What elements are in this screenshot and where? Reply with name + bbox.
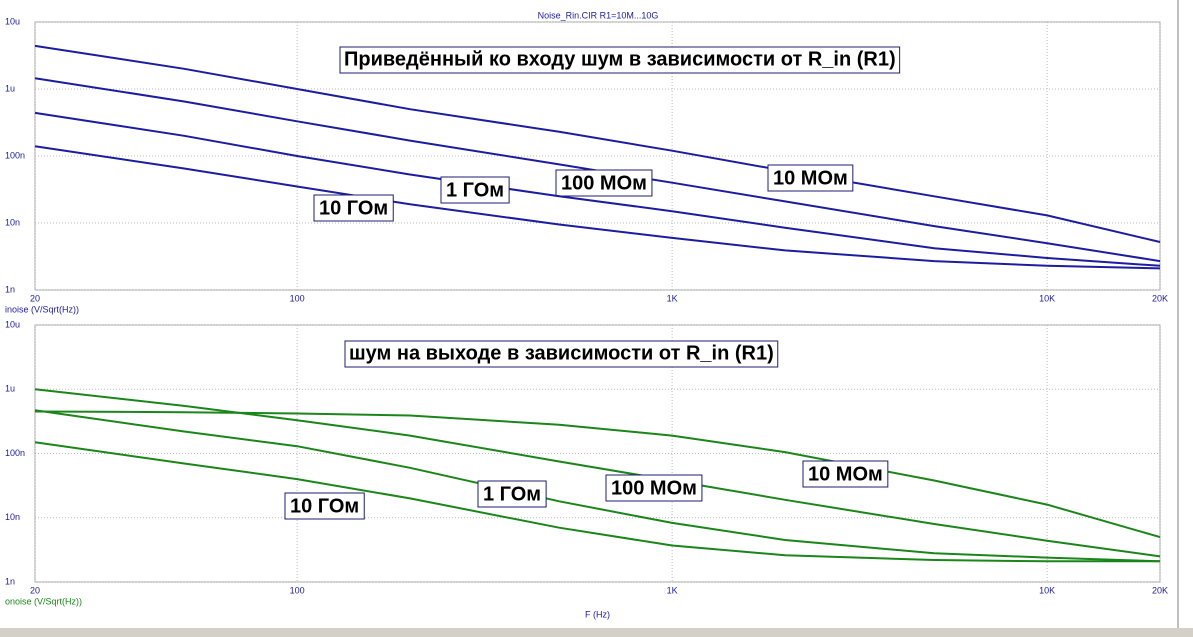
series-label: 1 ГОм [483,483,541,505]
x-tick-label: 100 [290,585,305,595]
y-tick-label: 10n [5,217,20,227]
series-label: 100 МОм [611,477,697,499]
x-tick-label: 100 [290,293,305,303]
series-line [34,145,1161,270]
x-tick-label: 20K [1152,293,1168,303]
series-line [34,111,1161,267]
series-label: 10 ГОм [290,495,359,517]
chart-title-box [339,46,901,74]
x-tick-label: 10K [1039,585,1055,595]
series-label-box [477,480,547,508]
y-tick-label: 1u [5,83,15,93]
chart-title-box [344,340,779,368]
series-line [34,441,1160,563]
series-label-box [313,194,394,222]
y-tick-label: 100n [5,448,25,458]
series-label: 10 МОм [773,167,848,189]
scrollbar[interactable] [0,628,1193,637]
chart-title: шум на выходе в зависимости от R_in (R1) [349,342,774,364]
series-line [34,409,1161,563]
y-tick-label: 10u [5,319,20,329]
y-tick-label: 10n [5,512,20,522]
x-tick-label: 20 [30,293,40,303]
y-axis-label: onoise (V/Sqrt(Hz)) [5,596,82,606]
series-label-box [605,474,703,502]
y-tick-label: 1n [5,576,15,586]
y-axis-label: inoise (V/Sqrt(Hz)) [5,304,79,314]
series-line [34,44,1161,243]
x-tick-label: 1K [667,585,678,595]
y-tick-label: 100n [5,150,25,160]
series-label: 10 ГОм [319,197,388,219]
y-tick-label: 10u [5,16,20,26]
series-label-box [440,176,510,204]
series-label-box [767,164,854,192]
x-tick-label: 20 [30,585,40,595]
series-label-box [555,169,653,197]
window-title: Noise_Rin.CIR R1=10M...10G [538,10,659,20]
series-label-box [284,492,365,520]
y-tick-label: 1n [5,284,15,294]
series-line [34,388,1161,558]
chart-title: Приведённый ко входу шум в зависимости о… [344,48,896,70]
series-label: 100 МОм [561,172,647,194]
series-label: 1 ГОм [446,179,504,201]
series-label: 10 МОм [808,463,883,485]
y-tick-label: 1u [5,384,15,394]
x-tick-label: 20K [1152,585,1168,595]
x-tick-label: 1K [667,293,678,303]
x-axis-label: F (Hz) [585,609,610,619]
x-tick-label: 10K [1039,293,1055,303]
series-label-box [802,460,889,488]
